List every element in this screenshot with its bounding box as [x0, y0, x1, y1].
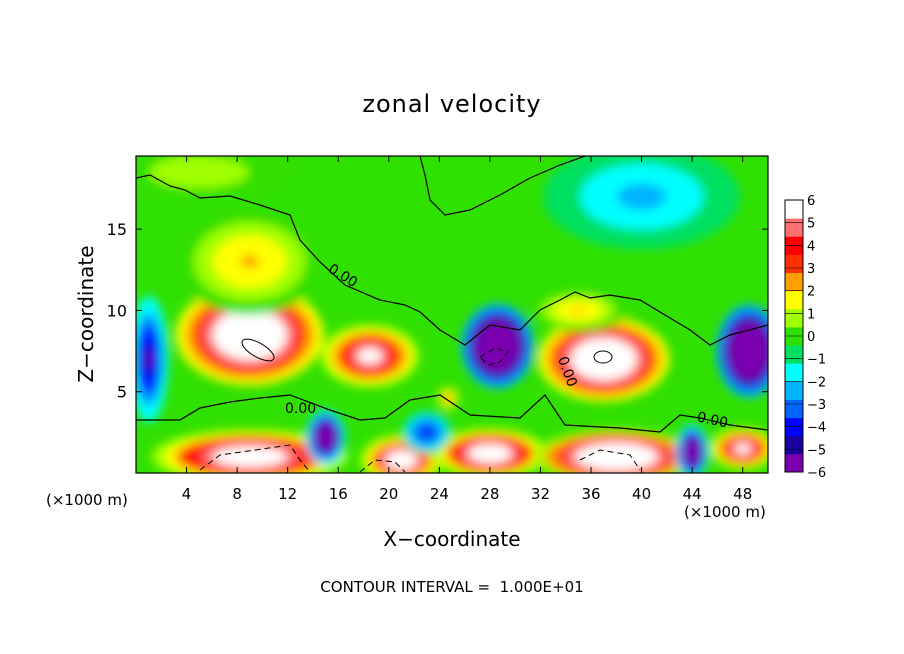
colorbar-band — [785, 435, 803, 455]
x-tick-label: 28 — [480, 485, 499, 503]
colorbar-tick-label: −3 — [807, 398, 826, 413]
colorbar-band — [785, 381, 803, 400]
colorbar-band — [785, 218, 803, 237]
colorbar-tick-label: −2 — [807, 375, 826, 390]
upper-negative — [543, 156, 741, 250]
x-unit-right: (×1000 m) — [684, 503, 766, 521]
field-band — [629, 190, 654, 204]
inner-contour-left — [241, 338, 275, 362]
y-axis-label: Z−coordinate — [74, 245, 98, 382]
x-tick-label: 44 — [683, 485, 702, 503]
reverse-low-1 — [305, 409, 346, 465]
plot-frame — [135, 155, 769, 474]
reverse-low-2 — [402, 411, 452, 454]
field-band — [738, 445, 747, 452]
field-band — [572, 307, 585, 314]
colorbar-tick-label: −6 — [807, 466, 826, 481]
x-axis-ticks: 4 8 12 16 20 24 28 32 36 40 44 48 — [182, 156, 752, 503]
y-tick-label: 15 — [107, 220, 127, 239]
x-axis-label: X−coordinate — [383, 527, 520, 551]
jet-core-left — [175, 284, 324, 386]
field-band — [363, 351, 377, 360]
colorbar-tick-label: −5 — [807, 443, 826, 458]
inner-contour-right — [593, 350, 613, 364]
colorbar-band — [785, 399, 803, 419]
field-band — [492, 340, 503, 352]
x-tick-label: 4 — [182, 485, 192, 503]
x-tick-label: 8 — [232, 485, 242, 503]
y-tick-label: 5 — [117, 383, 127, 402]
dashed-contour-1 — [199, 444, 311, 473]
colorbar-band — [785, 254, 803, 274]
x-tick-label: 36 — [581, 485, 600, 503]
reverse-low-3 — [675, 424, 709, 473]
field-band — [146, 351, 152, 368]
field-band — [606, 453, 627, 461]
field-band — [240, 255, 260, 269]
colorbar-tick-label: −1 — [807, 353, 826, 368]
reverse-left-edge — [136, 295, 169, 423]
field-band — [396, 456, 407, 464]
field-band — [423, 429, 430, 436]
field-band — [323, 433, 329, 441]
field-band — [744, 345, 754, 357]
colorbar-tick-label: 0 — [807, 330, 815, 345]
colorbar-tick-label: 5 — [807, 217, 815, 232]
x-tick-label: 48 — [733, 485, 752, 503]
zero-contour-lower — [136, 394, 768, 433]
dashed-contour-2 — [479, 347, 509, 366]
colorbar-tick-label: 2 — [807, 285, 815, 300]
reverse-core-right — [716, 304, 768, 398]
colorbar-tick-label: 4 — [807, 239, 815, 254]
x-unit-left: (×1000 m) — [46, 491, 128, 509]
field-band — [240, 328, 260, 342]
jet-upper-left — [175, 208, 324, 315]
zero-contour-top — [419, 156, 586, 216]
field-band — [186, 168, 212, 177]
reverse-core-mid — [461, 303, 534, 389]
x-tick-label: 20 — [379, 485, 398, 503]
x-tick-label: 24 — [430, 485, 449, 503]
jet-core-right — [537, 316, 670, 402]
surface-jet-center — [432, 428, 548, 473]
y-axis-ticks: 5 10 15 — [107, 220, 768, 402]
surface-jet-right — [534, 429, 699, 473]
colorbar: 6 5 4 3 2 1 0 −1 −2 −3 −4 −5 −6 — [784, 194, 826, 481]
colorbar-tick-label: −4 — [807, 421, 826, 436]
dashed-contour-3 — [579, 449, 641, 471]
field-band — [690, 448, 695, 456]
field-band — [482, 450, 498, 457]
small-max — [436, 385, 460, 411]
field-band — [237, 453, 263, 461]
zero-contour-upper — [136, 174, 768, 346]
contour-lines — [136, 156, 768, 473]
colorbar-band — [785, 308, 803, 328]
jet-core-mid — [320, 324, 420, 388]
contour-label: 0.00 — [696, 409, 730, 431]
top-left-positive — [136, 156, 298, 204]
x-tick-label: 40 — [632, 485, 651, 503]
x-tick-label: 16 — [329, 485, 348, 503]
jet-upper-right — [529, 289, 628, 332]
y-tick-label: 10 — [107, 301, 127, 320]
colorbar-band — [785, 272, 803, 292]
contour-label: 0.00 — [285, 401, 316, 417]
colorbar-tick-label: 1 — [807, 307, 815, 322]
colorbar-band — [785, 200, 803, 219]
colorbar-band — [785, 290, 803, 310]
colorbar-band — [785, 345, 803, 364]
colorbar-tick-label: 6 — [807, 194, 815, 209]
colorbar-tick-label: 3 — [807, 262, 815, 277]
x-tick-label: 12 — [278, 485, 297, 503]
colorbar-band — [785, 363, 803, 382]
chart-title: zonal velocity — [362, 90, 541, 118]
contour-interval-note: CONTOUR INTERVAL = 1.000E+01 — [320, 578, 583, 596]
plot-area: 0.00 0.00 0.00 0.00 — [136, 156, 768, 473]
surface-jet-far-right — [709, 427, 768, 470]
colorbar-band — [785, 453, 803, 473]
x-tick-label: 32 — [531, 485, 550, 503]
